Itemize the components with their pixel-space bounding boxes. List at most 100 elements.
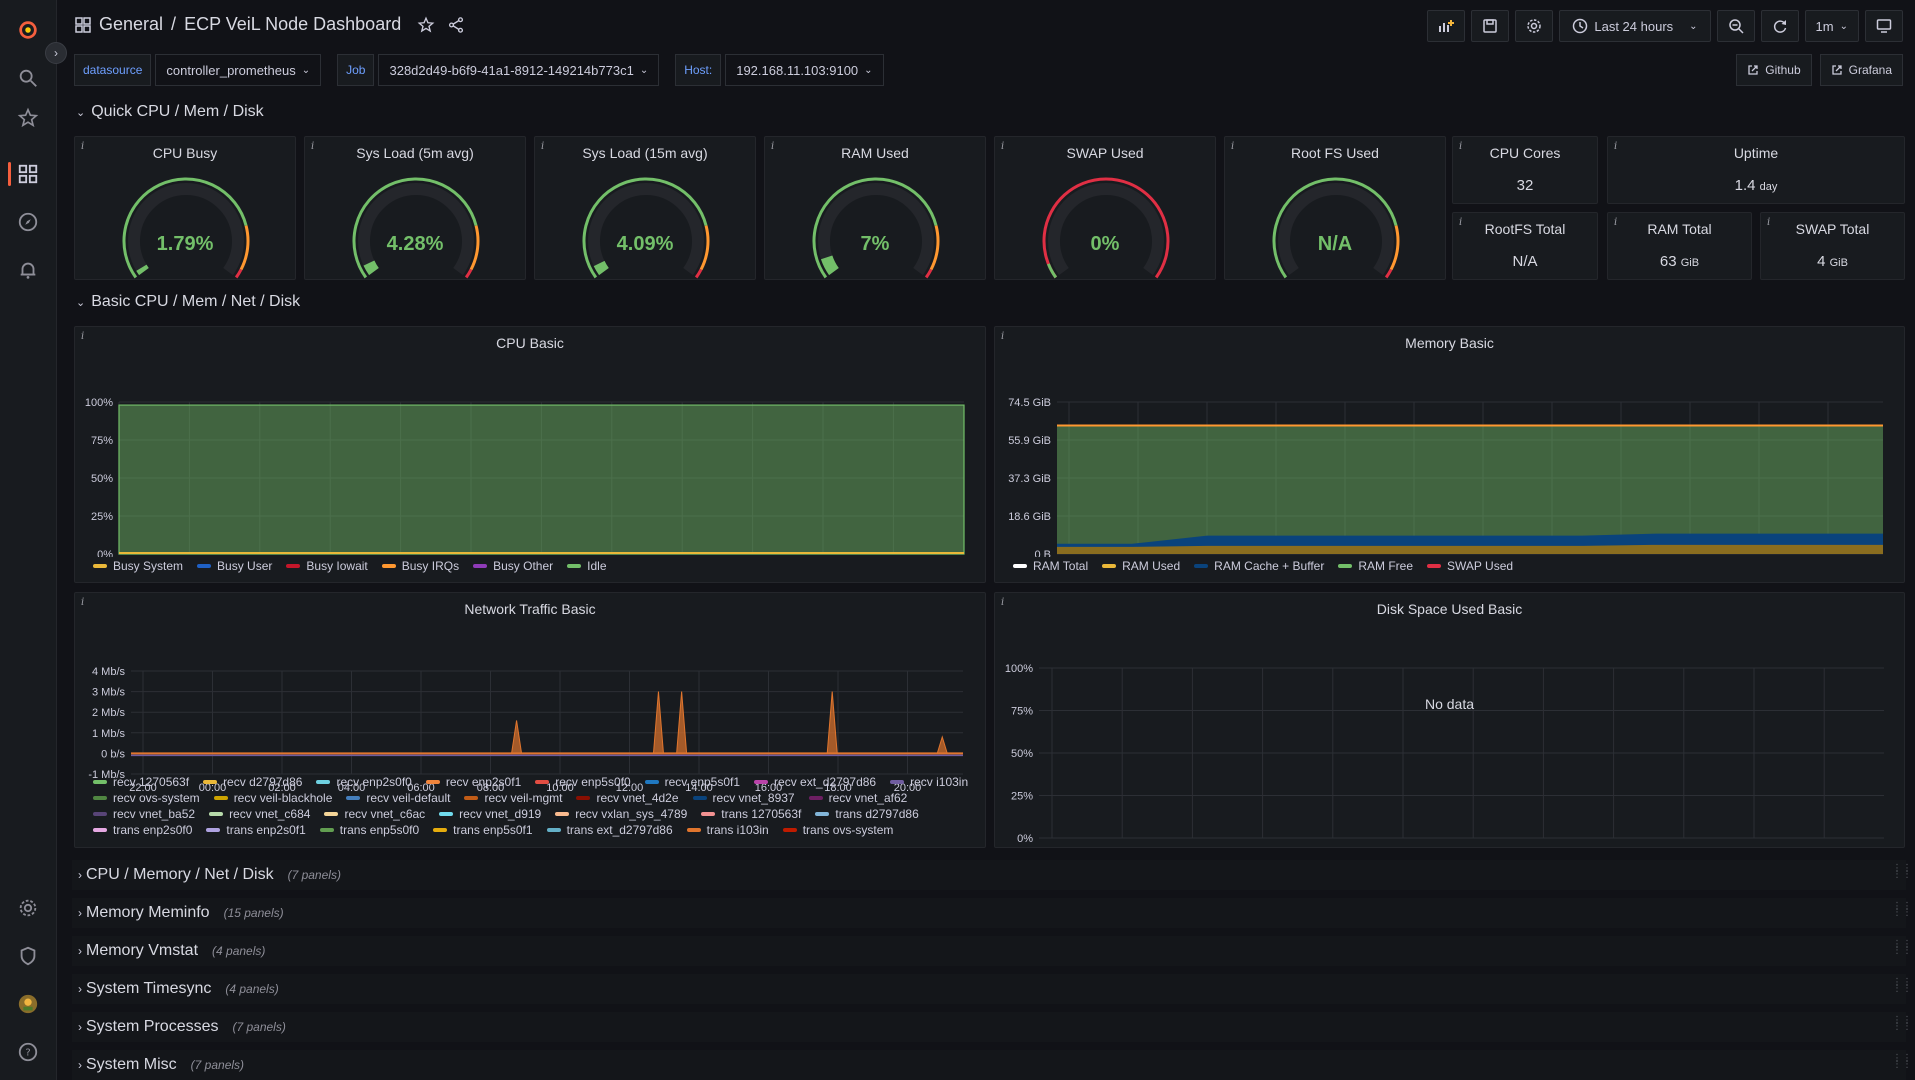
collapsed-row[interactable]: › System Misc (7 panels) ⋮⋮ ⋮⋮ (72, 1050, 1912, 1080)
drag-handle-icon[interactable]: ⋮⋮ ⋮⋮ (1892, 901, 1912, 918)
search-icon[interactable] (14, 64, 42, 92)
zoom-out-button[interactable] (1716, 10, 1755, 42)
info-icon[interactable]: i (771, 141, 775, 152)
explore-icon[interactable] (14, 208, 42, 236)
drag-handle-icon[interactable]: ⋮⋮ ⋮⋮ (1892, 939, 1912, 956)
legend-item[interactable]: Busy Iowait (286, 559, 368, 573)
info-icon[interactable]: i (1459, 217, 1463, 228)
legend-item[interactable]: trans ext_d2797d86 (546, 823, 673, 837)
info-icon[interactable]: i (1001, 597, 1005, 608)
info-icon[interactable]: i (1459, 141, 1463, 152)
collapsed-row[interactable]: › Memory Meminfo (15 panels) ⋮⋮ ⋮⋮ (72, 898, 1912, 928)
info-icon[interactable]: i (1001, 331, 1005, 342)
collapsed-row[interactable]: › Memory Vmstat (4 panels) ⋮⋮ ⋮⋮ (72, 936, 1912, 966)
legend-item[interactable]: RAM Cache + Buffer (1194, 559, 1324, 573)
info-icon[interactable]: i (1614, 141, 1618, 152)
legend-item[interactable]: trans enp5s0f0 (319, 823, 419, 837)
disk-space-chart[interactable]: 100%75%50%25%0%22:0000:0002:0004:0006:00… (995, 623, 1906, 843)
tv-mode-button[interactable] (1865, 10, 1903, 42)
legend-item[interactable]: recv vnet_ba52 (93, 807, 195, 821)
job-select[interactable]: 328d2d49-b6f9-41a1-8912-149214b773c1 ⌄ (378, 54, 660, 86)
legend-item[interactable]: SWAP Used (1427, 559, 1513, 573)
configuration-gear-icon[interactable] (14, 894, 42, 922)
add-panel-button[interactable] (1427, 10, 1466, 42)
legend-item[interactable]: recv ovs-system (93, 791, 200, 805)
drag-handle-icon[interactable]: ⋮⋮ ⋮⋮ (1892, 1053, 1912, 1070)
breadcrumb-folder[interactable]: General (99, 14, 164, 34)
info-icon[interactable]: i (1767, 217, 1771, 228)
legend-item[interactable]: recv vnet_af62 (808, 791, 907, 805)
alerting-bell-icon[interactable] (14, 256, 42, 284)
legend-item[interactable]: recv vnet_d919 (439, 807, 541, 821)
share-icon[interactable] (447, 16, 465, 34)
legend-item[interactable]: recv vxlan_sys_4789 (555, 807, 687, 821)
legend-item[interactable]: recv vnet_c684 (209, 807, 310, 821)
legend-item[interactable]: recv vnet_c6ac (324, 807, 425, 821)
info-icon[interactable]: i (81, 597, 85, 608)
legend-item[interactable]: recv vnet_8937 (692, 791, 795, 805)
legend-item[interactable]: RAM Free (1338, 559, 1413, 573)
legend-item[interactable]: Busy IRQs (381, 559, 459, 573)
dashboards-icon[interactable] (14, 160, 42, 188)
expand-menu-chevron-icon[interactable]: › (45, 42, 67, 64)
info-icon[interactable]: i (1614, 217, 1618, 228)
legend-item[interactable]: trans enp2s0f0 (93, 823, 192, 837)
info-icon[interactable]: i (541, 141, 545, 152)
legend-item[interactable]: recv veil-mgmt (464, 791, 562, 805)
collapsed-row[interactable]: › System Timesync (4 panels) ⋮⋮ ⋮⋮ (72, 974, 1912, 1004)
legend-item[interactable]: recv ext_d2797d86 (754, 775, 876, 789)
legend-item[interactable]: recv i103in (890, 775, 968, 789)
legend-item[interactable]: recv enp2s0f0 (316, 775, 412, 789)
collapsed-row[interactable]: › CPU / Memory / Net / Disk (7 panels) ⋮… (72, 860, 1912, 890)
legend-item[interactable]: recv enp2s0f1 (425, 775, 521, 789)
legend-item[interactable]: trans enp2s0f1 (206, 823, 306, 837)
dashboard-settings-button[interactable] (1515, 10, 1554, 42)
legend-item[interactable]: recv veil-blackhole (213, 791, 332, 805)
host-select[interactable]: 192.168.11.103:9100 ⌄ (725, 54, 884, 86)
refresh-button[interactable] (1760, 10, 1799, 42)
legend-item[interactable]: trans d2797d86 (815, 807, 919, 821)
refresh-interval-picker[interactable]: 1m ⌄ (1804, 10, 1859, 42)
user-avatar[interactable] (14, 990, 42, 1018)
legend-item[interactable]: recv d2797d86 (203, 775, 302, 789)
save-dashboard-button[interactable] (1471, 10, 1510, 42)
legend-item[interactable]: trans ovs-system (782, 823, 893, 837)
legend-item[interactable]: recv veil-default (346, 791, 450, 805)
info-icon[interactable]: i (1231, 141, 1235, 152)
cpu-basic-chart[interactable]: 100%75%50%25%0%22:0000:0002:0004:0006:00… (75, 357, 987, 557)
info-icon[interactable]: i (81, 331, 85, 342)
info-icon[interactable]: i (1001, 141, 1005, 152)
legend-item[interactable]: trans enp5s0f1 (433, 823, 533, 837)
shield-icon[interactable] (14, 942, 42, 970)
legend-item[interactable]: recv vnet_4d2e (576, 791, 679, 805)
legend-item[interactable]: Idle (567, 559, 607, 573)
github-link[interactable]: Github (1736, 54, 1812, 86)
grafana-link[interactable]: Grafana (1819, 54, 1903, 86)
legend-item[interactable]: RAM Total (1013, 559, 1088, 573)
legend-item[interactable]: RAM Used (1102, 559, 1180, 573)
datasource-select[interactable]: controller_prometheus ⌄ (155, 54, 322, 86)
grafana-logo-icon[interactable] (14, 16, 42, 44)
row-basic-cpu-mem-net-disk[interactable]: ⌄ Basic CPU / Mem / Net / Disk (76, 293, 300, 311)
legend-item[interactable]: recv enp5s0f1 (644, 775, 740, 789)
legend-item[interactable]: trans i103in (686, 823, 769, 837)
row-quick-cpu-mem-disk[interactable]: ⌄ Quick CPU / Mem / Disk (76, 103, 264, 121)
drag-handle-icon[interactable]: ⋮⋮ ⋮⋮ (1892, 1015, 1912, 1032)
star-icon[interactable] (417, 16, 435, 34)
time-picker-button[interactable]: Last 24 hours ⌄ (1559, 10, 1711, 42)
dashboard-title[interactable]: ECP VeiL Node Dashboard (184, 14, 402, 34)
legend-item[interactable]: Busy Other (473, 559, 553, 573)
collapsed-row[interactable]: › System Processes (7 panels) ⋮⋮ ⋮⋮ (72, 1012, 1912, 1042)
legend-item[interactable]: Busy System (93, 559, 183, 573)
drag-handle-icon[interactable]: ⋮⋮ ⋮⋮ (1892, 863, 1912, 880)
legend-item[interactable]: Busy User (197, 559, 272, 573)
info-icon[interactable]: i (81, 141, 85, 152)
drag-handle-icon[interactable]: ⋮⋮ ⋮⋮ (1892, 977, 1912, 994)
legend-item[interactable]: recv 1270563f (93, 775, 189, 789)
legend-item[interactable]: recv enp5s0f0 (535, 775, 631, 789)
info-icon[interactable]: i (311, 141, 315, 152)
help-icon[interactable]: ? (14, 1038, 42, 1066)
legend-item[interactable]: trans 1270563f (701, 807, 801, 821)
starred-icon[interactable] (14, 104, 42, 132)
